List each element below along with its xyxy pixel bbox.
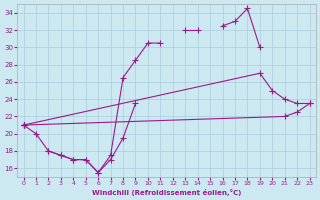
X-axis label: Windchill (Refroidissement éolien,°C): Windchill (Refroidissement éolien,°C) — [92, 189, 241, 196]
